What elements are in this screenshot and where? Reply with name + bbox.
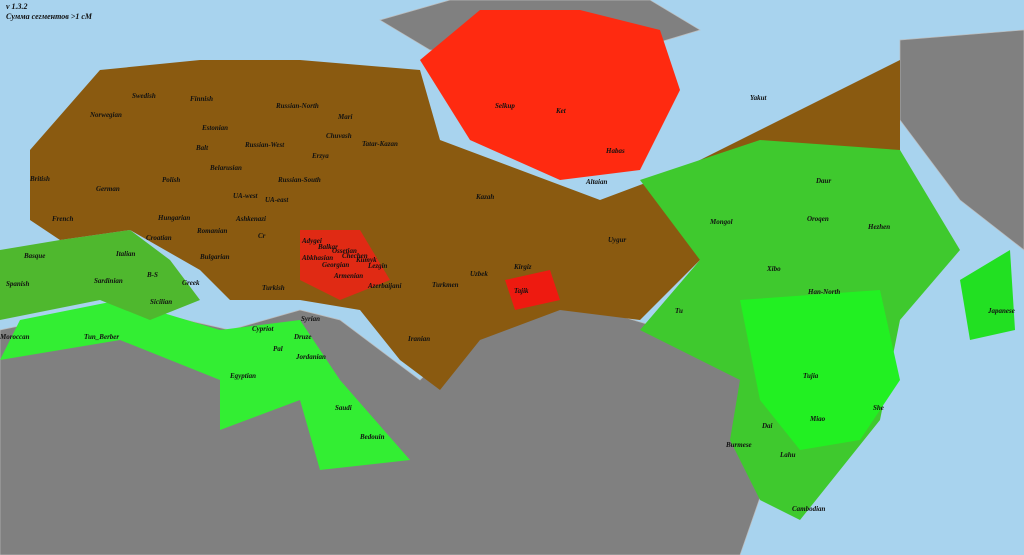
population-label: Lahu bbox=[779, 451, 796, 459]
population-label: Tujia bbox=[803, 372, 819, 380]
population-label: Moroccan bbox=[0, 333, 30, 341]
population-label: Azerbaijani bbox=[367, 282, 402, 290]
population-label: Chechen bbox=[342, 252, 368, 260]
population-label: Turkish bbox=[262, 284, 285, 292]
population-label: Russian-West bbox=[244, 141, 285, 149]
population-label: UA-east bbox=[265, 196, 289, 204]
population-label: Jordanian bbox=[295, 353, 326, 361]
population-label: Altaian bbox=[585, 178, 608, 186]
region-bright-east bbox=[740, 290, 900, 450]
population-label: Sardinian bbox=[94, 277, 123, 285]
population-label: Polish bbox=[162, 176, 180, 184]
population-label: Tajik bbox=[514, 287, 529, 295]
population-label: Norwegian bbox=[89, 111, 122, 119]
population-label: Balt bbox=[195, 144, 209, 152]
population-label: Tatar-Kazan bbox=[362, 140, 398, 148]
heat-regions bbox=[0, 10, 1015, 520]
population-label: Dai bbox=[761, 422, 773, 430]
population-label: Saudi bbox=[335, 404, 352, 412]
population-label: Yakut bbox=[750, 94, 768, 102]
population-label: Sicilian bbox=[150, 298, 172, 306]
population-label: Kazah bbox=[475, 193, 494, 201]
population-label: She bbox=[873, 404, 884, 412]
population-label: Syrian bbox=[301, 315, 320, 323]
population-label: Burmese bbox=[725, 441, 752, 449]
population-label: Ossetian bbox=[332, 247, 357, 255]
population-label: Adygei bbox=[301, 237, 322, 245]
population-label: Habas bbox=[605, 147, 625, 155]
population-label: Greek bbox=[182, 279, 200, 287]
population-label: Basque bbox=[23, 252, 45, 260]
population-label: Russian-South bbox=[277, 176, 321, 184]
population-label: Georgian bbox=[322, 261, 349, 269]
population-label: Cambodian bbox=[792, 505, 826, 513]
region-red-north bbox=[420, 10, 680, 180]
population-label: Armenian bbox=[333, 272, 363, 280]
population-label: Erzya bbox=[311, 152, 329, 160]
population-label: Kumyk bbox=[355, 256, 377, 264]
population-label: B-S bbox=[146, 271, 158, 279]
population-label: Mongol bbox=[709, 218, 733, 226]
population-label: Miao bbox=[809, 415, 826, 423]
population-label: German bbox=[96, 185, 120, 193]
region-japan bbox=[960, 250, 1015, 340]
population-label: Lezgin bbox=[367, 262, 388, 270]
population-label: Croatian bbox=[146, 234, 172, 242]
population-label: Uygur bbox=[608, 236, 627, 244]
population-label: Belarusian bbox=[209, 164, 242, 172]
population-label: Turkmen bbox=[432, 281, 459, 289]
version: v 1.3.2 bbox=[6, 2, 28, 11]
population-label: Hungarian bbox=[157, 214, 190, 222]
region-mediterranean bbox=[0, 230, 200, 320]
region-green-south bbox=[0, 300, 410, 470]
population-label: Oroqen bbox=[807, 215, 829, 223]
population-label: Hezhen bbox=[867, 223, 890, 231]
population-label: Estonian bbox=[201, 124, 228, 132]
population-label: Selkup bbox=[495, 102, 515, 110]
population-label: Bedouin bbox=[359, 433, 385, 441]
population-label: Romanian bbox=[196, 227, 227, 235]
population-label: Japanese bbox=[987, 307, 1015, 315]
subtitle: Сумма сегментов >1 cM bbox=[6, 12, 93, 21]
population-label: Balkar bbox=[317, 243, 338, 251]
population-label: UA-west bbox=[233, 192, 259, 200]
population-label: British bbox=[29, 175, 50, 183]
population-label: Han-North bbox=[807, 288, 840, 296]
population-label: French bbox=[52, 215, 74, 223]
population-label: Abkhasian bbox=[301, 254, 333, 262]
population-label: Bulgarian bbox=[199, 253, 230, 261]
population-label: Uzbek bbox=[470, 270, 488, 278]
population-label: Mari bbox=[337, 113, 352, 121]
population-label: Cr bbox=[258, 232, 266, 240]
population-label: Kirgiz bbox=[513, 263, 532, 271]
population-label: Ket bbox=[555, 107, 567, 115]
population-label: Italian bbox=[115, 250, 136, 258]
region-olive bbox=[30, 60, 900, 390]
population-label: Egyptian bbox=[229, 372, 256, 380]
population-label: Chuvash bbox=[326, 132, 352, 140]
population-label: Ashkenazi bbox=[235, 215, 266, 223]
population-label: Xibo bbox=[766, 265, 781, 273]
population-label: Cypriot bbox=[252, 325, 274, 333]
population-label: Iranian bbox=[407, 335, 430, 343]
region-red-tajik bbox=[505, 270, 560, 310]
population-label: Spanish bbox=[6, 280, 29, 288]
population-label: Tun_Berber bbox=[84, 333, 119, 341]
population-label: Russian-North bbox=[275, 102, 319, 110]
population-label: Druze bbox=[293, 333, 312, 341]
population-label: Tu bbox=[675, 307, 683, 315]
population-label: Finnish bbox=[190, 95, 213, 103]
region-red-caucasus bbox=[300, 230, 390, 300]
population-label: Daur bbox=[815, 177, 831, 185]
population-label: Swedish bbox=[132, 92, 156, 100]
population-label: Pal bbox=[273, 345, 283, 353]
